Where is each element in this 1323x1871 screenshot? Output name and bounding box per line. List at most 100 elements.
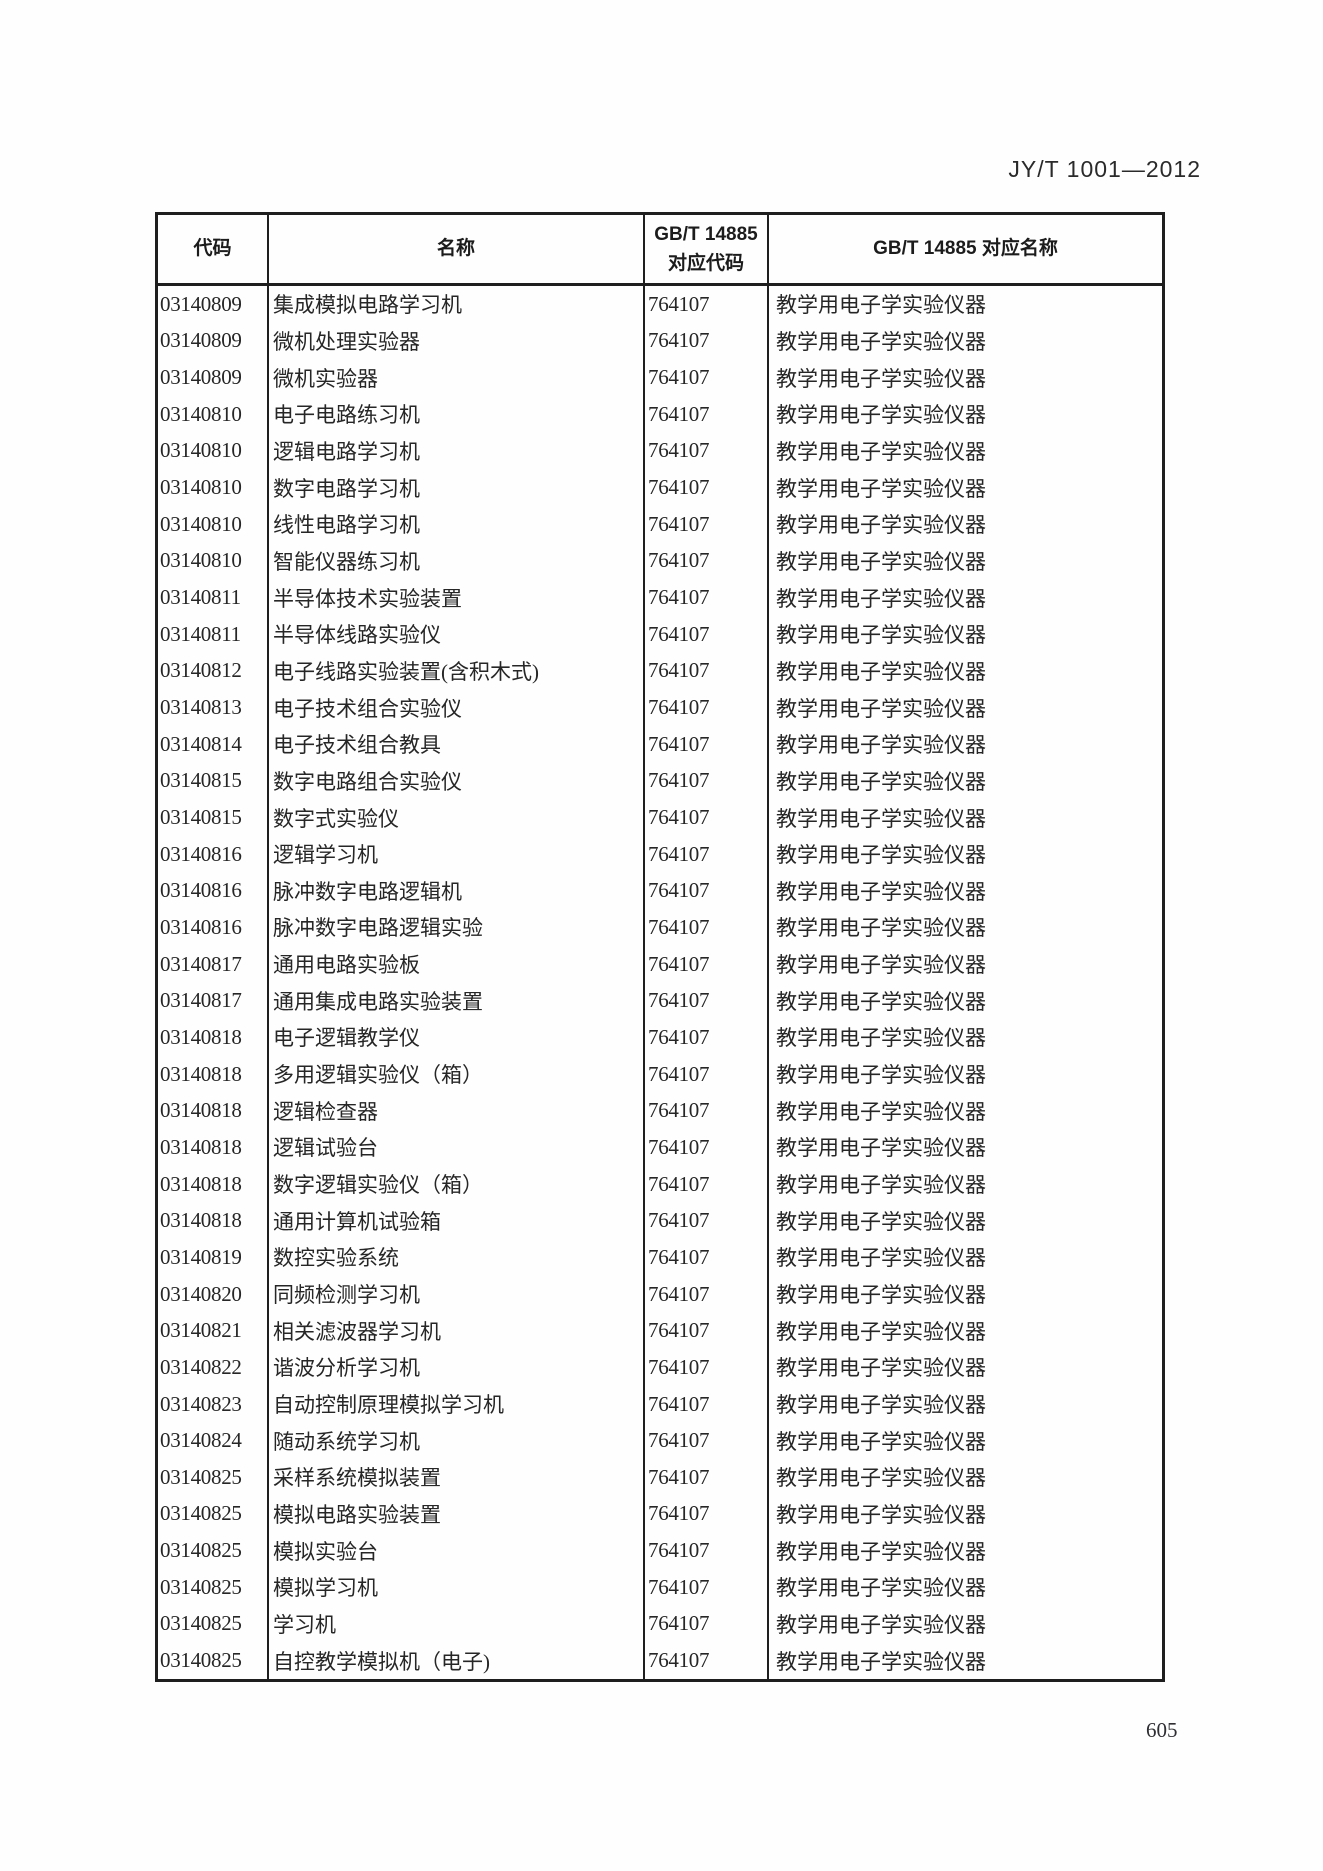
- cell-name: 数字逻辑实验仪（箱）: [269, 1165, 645, 1203]
- table-row: 03140825 学习机 764107 教学用电子学实验仪器: [158, 1605, 1162, 1643]
- cell-gbt-code: 764107: [645, 1385, 769, 1423]
- cell-code: 03140809: [158, 322, 269, 360]
- cell-code: 03140815: [158, 762, 269, 800]
- column-header-name: 名称: [269, 215, 645, 283]
- table-row: 03140817 通用电路实验板 764107 教学用电子学实验仪器: [158, 945, 1162, 983]
- cell-name: 逻辑电路学习机: [269, 432, 645, 470]
- cell-name: 模拟电路实验装置: [269, 1495, 645, 1533]
- cell-name: 谐波分析学习机: [269, 1349, 645, 1386]
- cell-gbt-name: 教学用电子学实验仪器: [776, 403, 986, 428]
- cell-gbt-code: 764107: [645, 322, 769, 360]
- cell-code: 03140816: [158, 835, 269, 873]
- cell-gbt-name: 教学用电子学实验仪器: [776, 1393, 986, 1418]
- cell-name: 自控教学模拟机（电子): [269, 1642, 645, 1679]
- cell-gbt-code: 764107: [645, 725, 769, 763]
- cell-name: 通用计算机试验箱: [269, 1202, 645, 1240]
- table-row: 03140818 通用计算机试验箱 764107 教学用电子学实验仪器: [158, 1202, 1162, 1240]
- cell-name: 脉冲数字电路逻辑机: [269, 872, 645, 910]
- table-row: 03140815 数字电路组合实验仪 764107 教学用电子学实验仪器: [158, 762, 1162, 800]
- cell-gbt-name: 教学用电子学实验仪器: [776, 476, 986, 501]
- column-header-code: 代码: [158, 215, 269, 283]
- cell-name: 通用电路实验板: [269, 945, 645, 983]
- cell-gbt-code: 764107: [645, 1349, 769, 1386]
- table-row: 03140825 采样系统模拟装置 764107 教学用电子学实验仪器: [158, 1459, 1162, 1496]
- cell-gbt-name: 教学用电子学实验仪器: [776, 1466, 986, 1491]
- cell-gbt-code: 764107: [645, 1312, 769, 1350]
- cell-code: 03140816: [158, 909, 269, 946]
- cell-code: 03140814: [158, 725, 269, 763]
- cell-name: 逻辑检查器: [269, 1092, 645, 1130]
- cell-code: 03140817: [158, 982, 269, 1020]
- cell-name: 半导体线路实验仪: [269, 615, 645, 653]
- cell-name: 电子技术组合实验仪: [269, 689, 645, 726]
- table-row: 03140825 模拟实验台 764107 教学用电子学实验仪器: [158, 1532, 1162, 1569]
- cell-gbt-code: 764107: [645, 1239, 769, 1276]
- cell-gbt-code: 764107: [645, 1092, 769, 1130]
- cell-gbt-code: 764107: [645, 835, 769, 873]
- cell-name: 逻辑试验台: [269, 1129, 645, 1166]
- cell-name: 数字式实验仪: [269, 799, 645, 836]
- cell-name: 微机实验器: [269, 359, 645, 396]
- table-row: 03140825 模拟学习机 764107 教学用电子学实验仪器: [158, 1568, 1162, 1606]
- cell-gbt-code: 764107: [645, 1275, 769, 1313]
- standard-reference: JY/T 1001—2012: [1008, 156, 1201, 182]
- column-header-gbt-code: GB/T 14885 对应代码: [645, 215, 769, 283]
- cell-gbt-name: 教学用电子学实验仪器: [776, 843, 986, 868]
- cell-gbt-code: 764107: [645, 1055, 769, 1093]
- cell-code: 03140809: [158, 286, 269, 323]
- cell-code: 03140823: [158, 1385, 269, 1423]
- cell-gbt-name: 教学用电子学实验仪器: [776, 439, 986, 464]
- cell-gbt-code: 764107: [645, 542, 769, 580]
- cell-code: 03140816: [158, 872, 269, 910]
- cell-gbt-name: 教学用电子学实验仪器: [776, 329, 986, 354]
- table-row: 03140810 数字电路学习机 764107 教学用电子学实验仪器: [158, 469, 1162, 506]
- cell-name: 电子线路实验装置(含积木式): [269, 652, 645, 690]
- cell-code: 03140825: [158, 1495, 269, 1533]
- cell-gbt-name: 教学用电子学实验仪器: [776, 366, 986, 391]
- cell-code: 03140818: [158, 1019, 269, 1056]
- cell-name: 电子技术组合教具: [269, 725, 645, 763]
- cell-gbt-name: 教学用电子学实验仪器: [776, 1502, 986, 1527]
- cell-gbt-code: 764107: [645, 872, 769, 910]
- cell-gbt-code: 764107: [645, 505, 769, 543]
- cell-code: 03140821: [158, 1312, 269, 1350]
- cell-gbt-name: 教学用电子学实验仪器: [776, 1576, 986, 1601]
- cell-gbt-code: 764107: [645, 359, 769, 396]
- table-row: 03140810 电子电路练习机 764107 教学用电子学实验仪器: [158, 395, 1162, 433]
- cell-code: 03140817: [158, 945, 269, 983]
- cell-gbt-name: 教学用电子学实验仪器: [776, 1026, 986, 1051]
- table-row: 03140816 逻辑学习机 764107 教学用电子学实验仪器: [158, 835, 1162, 873]
- cell-gbt-code: 764107: [645, 762, 769, 800]
- table-row: 03140818 逻辑试验台 764107 教学用电子学实验仪器: [158, 1129, 1162, 1166]
- cell-gbt-code: 764107: [645, 615, 769, 653]
- cell-name: 集成模拟电路学习机: [269, 286, 645, 323]
- table-row: 03140815 数字式实验仪 764107 教学用电子学实验仪器: [158, 799, 1162, 836]
- cell-gbt-code: 764107: [645, 1165, 769, 1203]
- table-row: 03140825 模拟电路实验装置 764107 教学用电子学实验仪器: [158, 1495, 1162, 1533]
- cell-gbt-code: 764107: [645, 286, 769, 323]
- cell-name: 模拟学习机: [269, 1568, 645, 1606]
- table-row: 03140810 智能仪器练习机 764107 教学用电子学实验仪器: [158, 542, 1162, 580]
- column-header-gbt-code-line1: GB/T 14885: [654, 224, 758, 245]
- cell-name: 微机处理实验器: [269, 322, 645, 360]
- cell-name: 模拟实验台: [269, 1532, 645, 1569]
- cell-code: 03140811: [158, 615, 269, 653]
- table-row: 03140818 逻辑检查器 764107 教学用电子学实验仪器: [158, 1092, 1162, 1130]
- table-row: 03140813 电子技术组合实验仪 764107 教学用电子学实验仪器: [158, 689, 1162, 726]
- cell-code: 03140810: [158, 432, 269, 470]
- cell-name: 采样系统模拟装置: [269, 1459, 645, 1496]
- cell-gbt-code: 764107: [645, 469, 769, 506]
- cell-gbt-code: 764107: [645, 1019, 769, 1056]
- cell-name: 线性电路学习机: [269, 505, 645, 543]
- cell-code: 03140813: [158, 689, 269, 726]
- cell-code: 03140819: [158, 1239, 269, 1276]
- table-header-row: 代码 名称 GB/T 14885 对应代码 GB/T 14885 对应名称: [158, 215, 1162, 286]
- cell-code: 03140810: [158, 505, 269, 543]
- table-row: 03140811 半导体线路实验仪 764107 教学用电子学实验仪器: [158, 615, 1162, 653]
- cell-code: 03140810: [158, 542, 269, 580]
- table-row: 03140816 脉冲数字电路逻辑实验 764107 教学用电子学实验仪器: [158, 909, 1162, 946]
- cell-code: 03140818: [158, 1165, 269, 1203]
- cell-gbt-name: 教学用电子学实验仪器: [776, 513, 986, 538]
- cell-gbt-name: 教学用电子学实验仪器: [776, 1246, 986, 1271]
- cell-code: 03140825: [158, 1642, 269, 1679]
